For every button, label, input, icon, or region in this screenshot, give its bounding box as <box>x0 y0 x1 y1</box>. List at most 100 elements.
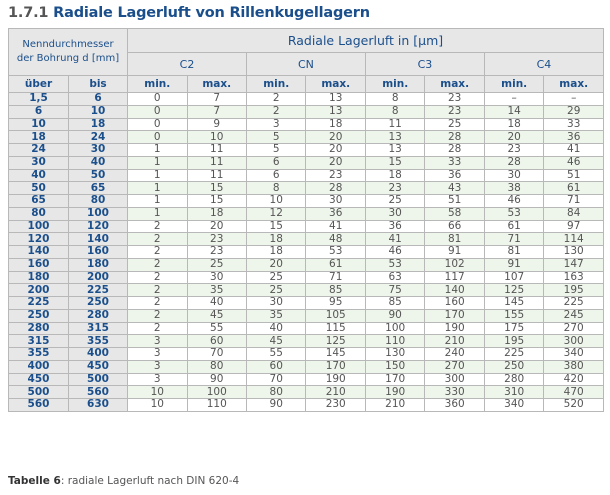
clearance-cell: 43 <box>424 181 485 195</box>
clearance-cell: 160 <box>424 296 485 310</box>
clearance-cell: 270 <box>543 321 604 336</box>
clearance-cell: 2 <box>127 270 188 285</box>
clearance-cell: 340 <box>483 398 545 412</box>
bore-to-cell: 30 <box>67 143 129 157</box>
clearance-cell: 61 <box>305 257 366 272</box>
clearance-cell: 70 <box>245 372 307 387</box>
clearance-cell: 58 <box>424 206 485 221</box>
table-row: 120 140 2 23 18 48 41 81 71 114 <box>8 232 604 246</box>
clearance-cell: 10 <box>245 194 307 208</box>
clearance-cell: 90 <box>364 308 426 323</box>
clearance-cell: 80 <box>245 385 307 399</box>
clearance-cell: 71 <box>483 232 545 246</box>
bore-diameter-header: Nenndurchmesser der Bohrung d [mm] <box>7 28 129 76</box>
table-row: 140 160 2 23 18 53 46 91 81 130 <box>8 245 604 259</box>
clearance-cell: 40 <box>186 296 247 310</box>
clearance-cell: 6 <box>245 168 307 183</box>
clearance-cell: 23 <box>305 168 366 183</box>
clearance-cell: 2 <box>127 321 188 336</box>
clearance-cell: 48 <box>305 232 366 246</box>
clearance-cell: 66 <box>424 219 485 234</box>
clearance-cell: 45 <box>186 308 247 323</box>
clearance-cell: 3 <box>127 347 188 361</box>
clearance-cell: 107 <box>483 270 545 285</box>
clearance-cell: 230 <box>305 398 366 412</box>
clearance-cell: 190 <box>305 372 366 387</box>
clearance-cell: 46 <box>364 245 426 259</box>
clearance-cell: 18 <box>305 117 366 132</box>
bore-to-cell: 80 <box>67 194 129 208</box>
clearance-cell: 15 <box>245 219 307 234</box>
clearance-cell: 36 <box>305 206 366 221</box>
clearance-cell: 145 <box>305 347 366 361</box>
clearance-cell: 8 <box>364 104 426 119</box>
clearance-cell: 53 <box>305 245 366 259</box>
clearance-cell: 110 <box>186 398 247 412</box>
clearance-cell: 170 <box>364 372 426 387</box>
clearance-cell: 420 <box>543 372 604 387</box>
clearance-cell: 81 <box>424 232 485 246</box>
clearance-cell: 60 <box>186 334 247 348</box>
bore-over-cell: 65 <box>8 194 69 208</box>
bore-over-cell: 180 <box>8 270 69 285</box>
table-row: 200 225 2 35 25 85 75 140 125 195 <box>8 283 604 297</box>
clearance-cell: 163 <box>543 270 604 285</box>
bore-over-cell: 10 <box>8 117 69 132</box>
clearance-cell: 55 <box>245 347 307 361</box>
bore-to-cell: 355 <box>67 334 129 348</box>
bore-to-cell: 10 <box>67 104 129 119</box>
clearance-cell: 84 <box>543 206 604 221</box>
clearance-cell: 18 <box>364 168 426 183</box>
bore-over-cell: 355 <box>8 347 69 361</box>
bore-to-cell: 280 <box>67 308 129 323</box>
clearance-cell: 210 <box>305 385 366 399</box>
clearance-cell: 245 <box>543 308 604 323</box>
clearance-cell: 2 <box>127 283 188 297</box>
clearance-cell: 81 <box>483 245 545 259</box>
clearance-cell: 55 <box>186 321 247 336</box>
table-row: 10 18 0 9 3 18 11 25 18 33 <box>8 117 604 132</box>
clearance-cell: 61 <box>543 181 604 195</box>
table-row: 225 250 2 40 30 95 85 160 145 225 <box>8 296 604 310</box>
clearance-cell: 100 <box>364 321 426 336</box>
caption-text: : radiale Lagerluft nach DIN 620-4 <box>60 475 240 487</box>
clearance-cell: 145 <box>483 296 545 310</box>
clearance-cell: 75 <box>364 283 426 297</box>
table-row: 40 50 1 11 6 23 18 36 30 51 <box>8 168 604 183</box>
clearance-cell: 23 <box>424 104 485 119</box>
max-header: max. <box>305 75 366 93</box>
table-row: 500 560 10 100 80 210 190 330 310 470 <box>8 385 604 399</box>
clearance-cell: 0 <box>127 130 188 144</box>
caption-label: Tabelle 6 <box>8 475 61 487</box>
clearance-cell: 46 <box>543 155 604 170</box>
clearance-cell: 102 <box>424 257 485 272</box>
bore-to-cell: 140 <box>67 232 129 246</box>
bore-over-cell: 315 <box>8 334 69 348</box>
clearance-cell: 330 <box>424 385 485 399</box>
clearance-cell: 520 <box>543 398 604 412</box>
clearance-cell: 2 <box>245 92 307 106</box>
clearance-cell: 53 <box>364 257 426 272</box>
clearance-cell: 25 <box>245 270 307 285</box>
clearance-cell: 30 <box>305 194 366 208</box>
min-header: min. <box>364 75 426 93</box>
clearance-cell: 60 <box>245 359 307 374</box>
bore-to-cell: 250 <box>67 296 129 310</box>
clearance-cell: 1 <box>127 206 188 221</box>
min-header: min. <box>483 75 545 93</box>
clearance-cell: 18 <box>245 245 307 259</box>
group-header-c2: C2 <box>127 52 247 76</box>
bore-over-cell: 30 <box>8 155 69 170</box>
clearance-cell: 1 <box>127 143 188 157</box>
clearance-cell: 28 <box>483 155 545 170</box>
clearance-cell: 20 <box>305 155 366 170</box>
clearance-cell: 36 <box>424 168 485 183</box>
clearance-cell: 23 <box>424 92 485 106</box>
clearance-cell: 100 <box>186 385 247 399</box>
clearance-cell: 53 <box>483 206 545 221</box>
clearance-cell: 30 <box>245 296 307 310</box>
bore-over-cell: 250 <box>8 308 69 323</box>
clearance-cell: 38 <box>483 181 545 195</box>
bore-over-cell: 200 <box>8 283 69 297</box>
clearance-cell: 380 <box>543 359 604 374</box>
